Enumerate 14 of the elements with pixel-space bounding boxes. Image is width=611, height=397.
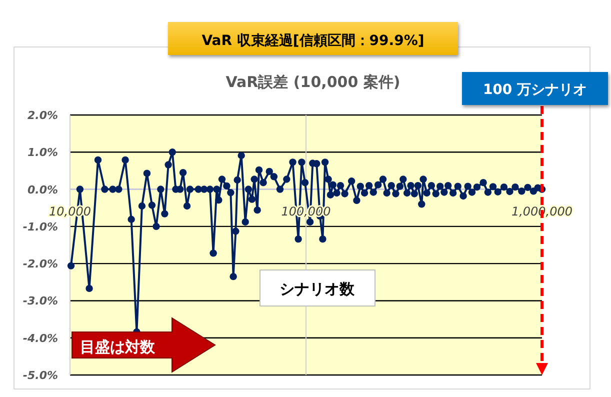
y-tick-label: 1.0% (27, 146, 58, 160)
y-tick-label: -5.0% (22, 369, 58, 382)
chart-subtitle: VaR誤差 (10,000 案件) (226, 73, 400, 91)
annotation: 目盛は対数 (80, 338, 156, 356)
y-tick-label: -1.0% (22, 220, 58, 234)
y-tick-label: 2.0% (27, 109, 58, 122)
y-tick-label: 0.0% (27, 183, 58, 196)
y-tick-label: -2.0% (22, 258, 58, 271)
x-axis-title: シナリオ数 (280, 280, 356, 298)
chart-title: VaR 収束経過[信頼区間：99.9%] (202, 33, 424, 49)
y-tick-label: -4.0% (22, 332, 58, 345)
y-tick-label: -3.0% (22, 294, 58, 308)
ref-line-label: 100 万シナリオ (482, 82, 588, 98)
x-tick-label: 1,000,000 (511, 204, 573, 218)
